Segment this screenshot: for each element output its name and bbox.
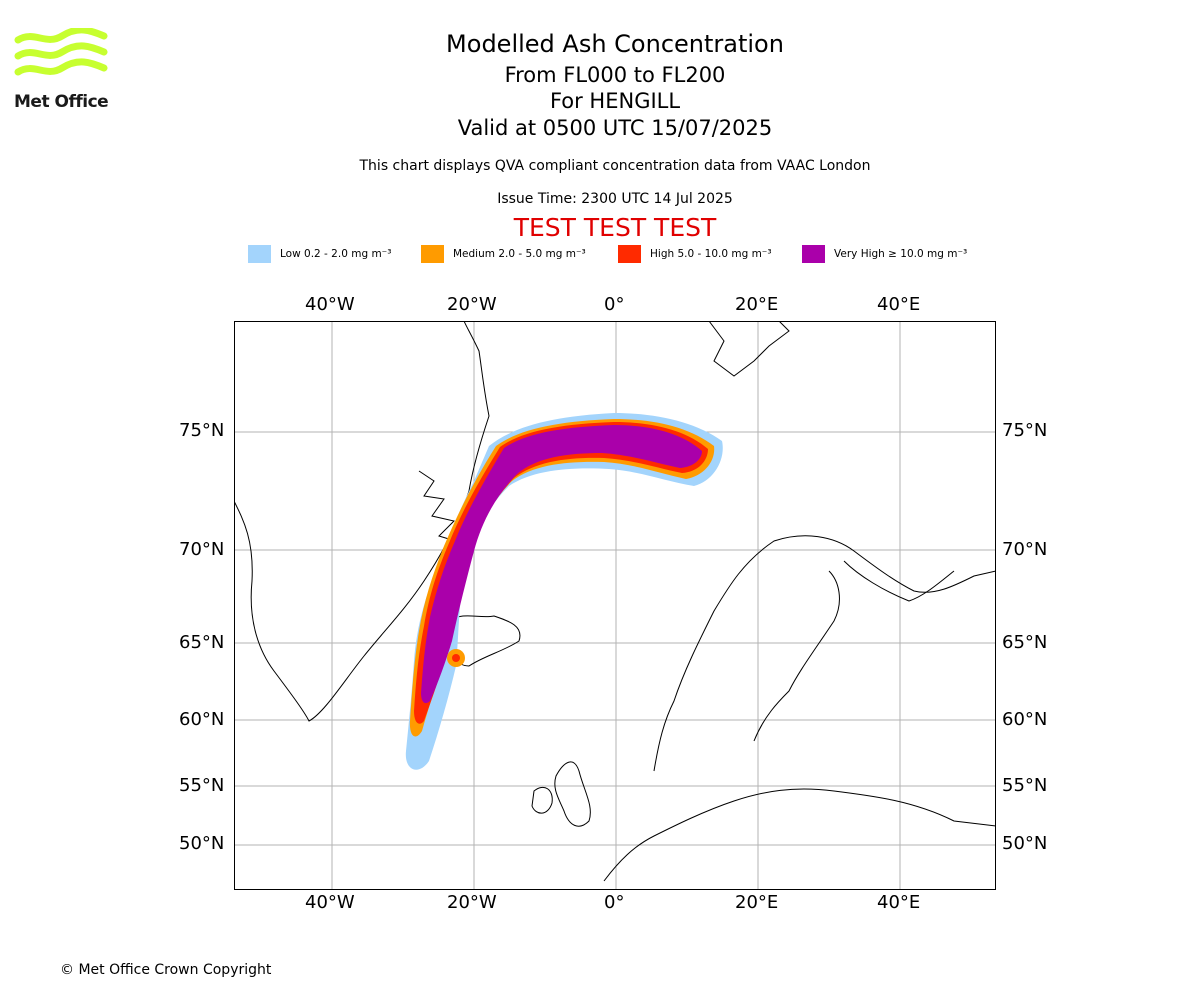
legend-item-very-high: Very High ≥ 10.0 mg m⁻³ xyxy=(802,244,967,264)
subtitle-volcano: For HENGILL xyxy=(549,89,681,113)
lon-label-bottom-40w: 40°W xyxy=(305,892,355,913)
legend-label-high: High 5.0 - 10.0 mg m⁻³ xyxy=(650,248,772,260)
lon-label-bottom-40e: 40°E xyxy=(877,892,921,913)
legend-item-low: Low 0.2 - 2.0 mg m⁻³ xyxy=(248,244,391,264)
russia-coast xyxy=(843,560,955,602)
greenland-fjords xyxy=(418,470,463,544)
lon-label-bottom-0: 0° xyxy=(604,892,625,913)
subtitle-valid-time: Valid at 0500 UTC 15/07/2025 xyxy=(457,116,773,140)
scandinavia-coast xyxy=(653,535,996,772)
greenland-coast xyxy=(234,321,490,722)
met-office-logo xyxy=(14,28,108,76)
lon-label-bottom-20e: 20°E xyxy=(735,892,779,913)
legend-swatch-very-high xyxy=(802,245,825,263)
legend-swatch-high xyxy=(618,245,641,263)
lat-label-left-50n: 50°N xyxy=(179,833,225,854)
lat-label-left-60n: 60°N xyxy=(179,709,225,730)
lat-label-right-60n: 60°N xyxy=(1002,709,1048,730)
lat-label-left-75n: 75°N xyxy=(179,420,225,441)
subtitle-flight-levels: From FL000 to FL200 xyxy=(504,63,726,87)
issue-time: Issue Time: 2300 UTC 14 Jul 2025 xyxy=(497,191,733,207)
coastlines xyxy=(234,321,996,882)
lat-label-right-75n: 75°N xyxy=(1002,420,1048,441)
lon-label-top-0: 0° xyxy=(604,294,625,315)
chart-title: Modelled Ash Concentration xyxy=(446,30,784,58)
ash-plume xyxy=(405,413,723,770)
baltic-coast xyxy=(753,570,840,742)
ash-map xyxy=(234,321,996,890)
chart-description: This chart displays QVA compliant concen… xyxy=(359,158,871,174)
lat-label-right-50n: 50°N xyxy=(1002,833,1048,854)
test-banner: TEST TEST TEST xyxy=(513,213,717,242)
logo-text: Met Office xyxy=(14,92,109,112)
legend-swatch-medium xyxy=(421,245,444,263)
ireland-coast xyxy=(531,787,553,814)
lat-label-right-55n: 55°N xyxy=(1002,775,1048,796)
ash-very-high xyxy=(421,425,702,704)
lat-label-right-70n: 70°N xyxy=(1002,539,1048,560)
lat-label-left-70n: 70°N xyxy=(179,539,225,560)
europe-coast xyxy=(603,788,996,882)
legend-label-very-high: Very High ≥ 10.0 mg m⁻³ xyxy=(834,248,968,260)
britain-coast xyxy=(554,761,591,827)
lon-label-bottom-20w: 20°W xyxy=(447,892,497,913)
legend-swatch-low xyxy=(248,245,271,263)
legend-item-medium: Medium 2.0 - 5.0 mg m⁻³ xyxy=(421,244,586,264)
legend-item-high: High 5.0 - 10.0 mg m⁻³ xyxy=(618,244,772,264)
lat-label-right-65n: 65°N xyxy=(1002,632,1048,653)
lon-label-top-20w: 20°W xyxy=(447,294,497,315)
lon-label-top-20e: 20°E xyxy=(735,294,779,315)
copyright-notice: © Met Office Crown Copyright xyxy=(60,962,272,978)
lat-label-left-55n: 55°N xyxy=(179,775,225,796)
lon-label-top-40e: 40°E xyxy=(877,294,921,315)
lon-label-top-40w: 40°W xyxy=(305,294,355,315)
svalbard-coast xyxy=(708,321,790,377)
legend-label-low: Low 0.2 - 2.0 mg m⁻³ xyxy=(280,248,392,260)
lat-label-left-65n: 65°N xyxy=(179,632,225,653)
legend-label-medium: Medium 2.0 - 5.0 mg m⁻³ xyxy=(453,248,586,260)
